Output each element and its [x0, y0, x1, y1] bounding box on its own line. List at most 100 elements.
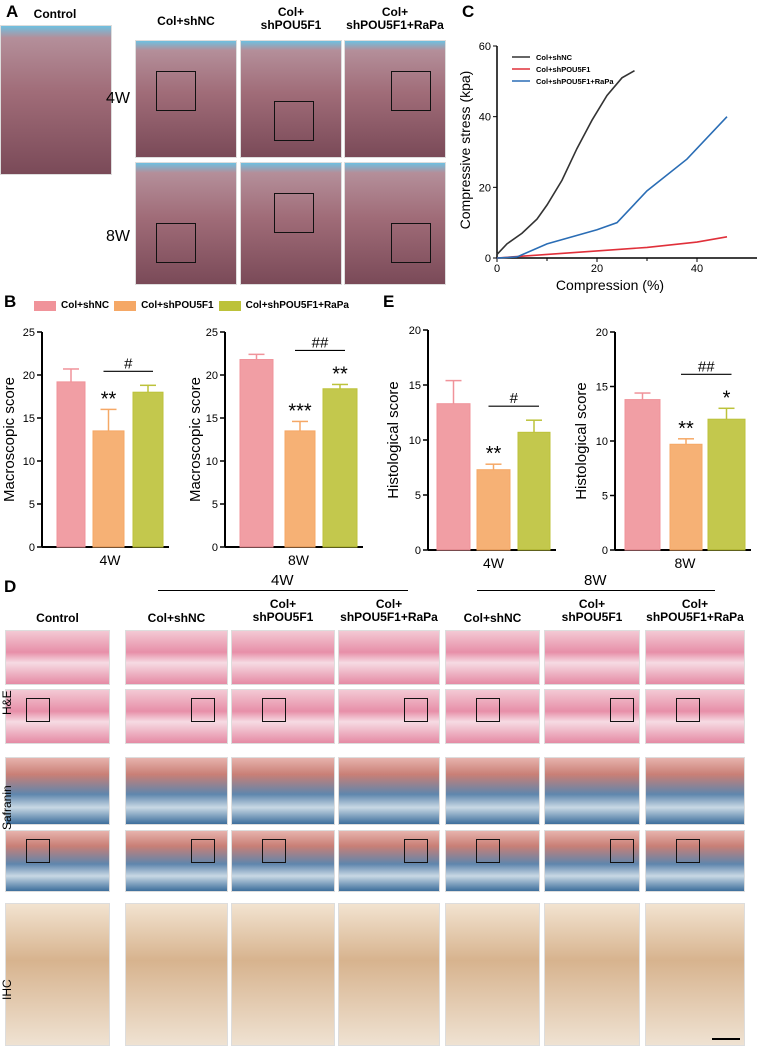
macroscopic-photo — [344, 162, 446, 285]
legend-swatch-rapa — [218, 300, 241, 311]
significance-stars: ** — [101, 388, 117, 410]
macroscopic-photo — [240, 162, 342, 285]
y-tick-label: 0 — [212, 542, 218, 554]
stain-label: H&E — [0, 690, 14, 715]
significance-stars: ** — [332, 363, 348, 385]
roi-box — [156, 71, 196, 111]
roi-box — [262, 839, 286, 863]
y-axis-label: Histological score — [385, 381, 402, 499]
histology-image — [5, 903, 110, 1046]
y-tick-label: 0 — [602, 545, 608, 557]
time-divider — [477, 590, 715, 591]
panel-label-a: A — [6, 2, 19, 21]
histology-image — [645, 630, 745, 685]
macroscopic-photo — [135, 162, 237, 285]
bracket-label: ## — [698, 358, 715, 375]
group-header: Col+shNC — [157, 14, 215, 28]
histology-image — [125, 689, 228, 744]
histology-image — [125, 630, 228, 685]
x-axis-label: 4W — [483, 555, 505, 571]
x-axis-label: 8W — [288, 552, 310, 568]
stain-label: IHC — [0, 979, 14, 1000]
y-tick-label: 5 — [415, 490, 421, 502]
panel-label-e: E — [383, 292, 395, 311]
bar — [284, 430, 316, 548]
y-tick-label: 20 — [206, 370, 218, 382]
y-tick-label: 10 — [409, 435, 421, 447]
y-tick-label: 25 — [23, 327, 35, 339]
legend-swatch-shnc — [34, 300, 56, 311]
y-tick-label: 40 — [479, 112, 491, 124]
y-tick-label: 60 — [479, 41, 491, 53]
roi-box — [26, 839, 50, 863]
x-tick-label: 20 — [591, 263, 603, 275]
significance-stars: ** — [678, 418, 694, 440]
x-tick-label: 40 — [691, 263, 703, 275]
y-tick-label: 15 — [206, 413, 218, 425]
y-tick-label: 10 — [206, 456, 218, 468]
legend-label: Col+shPOU5F1 — [536, 65, 590, 74]
roi-box — [191, 698, 215, 722]
histology-image — [338, 630, 440, 685]
histology-image — [338, 689, 440, 744]
histology-image — [445, 630, 540, 685]
roi-box — [391, 223, 431, 263]
histology-image — [445, 903, 540, 1046]
bracket-label: ## — [312, 334, 329, 351]
roi-box — [404, 698, 428, 722]
charts-layer: 0 20 40 60 0 20 40 Compression (%) Compressive s… — [1, 41, 757, 571]
bar — [624, 399, 661, 551]
control-photo — [0, 25, 112, 175]
panel-label-c: C — [462, 2, 475, 21]
bar — [669, 443, 703, 551]
column-header: Control — [36, 611, 79, 625]
time-divider — [158, 590, 408, 591]
bar — [92, 430, 125, 548]
y-tick-label: 25 — [206, 327, 218, 339]
histology-image — [125, 830, 228, 892]
histology-image — [544, 903, 640, 1046]
histology-image — [5, 689, 110, 744]
row-label-8w: 8W — [106, 228, 130, 245]
bar — [132, 391, 164, 548]
legend-label: Col+shNC — [61, 300, 110, 311]
x-tick-label: 0 — [494, 263, 500, 275]
y-axis-label: Histological score — [573, 382, 590, 500]
histology-image — [544, 830, 640, 892]
bar — [436, 403, 471, 551]
histology-image — [125, 757, 228, 825]
bar — [322, 388, 358, 548]
y-tick-label: 20 — [23, 370, 35, 382]
y-tick-label: 0 — [29, 542, 35, 554]
bar — [56, 381, 86, 548]
significance-stars: ** — [486, 443, 502, 465]
series-line — [496, 236, 728, 259]
roi-box — [156, 223, 196, 263]
legend-label: Col+shPOU5F1 — [141, 300, 214, 311]
histology-image — [445, 830, 540, 892]
y-tick-label: 0 — [485, 253, 491, 265]
y-tick-label: 10 — [23, 456, 35, 468]
legend-swatch-shpou5f1 — [114, 300, 137, 311]
y-axis-label: Compressive stress (kpa) — [457, 71, 473, 230]
y-tick-label: 15 — [409, 380, 421, 392]
histology-image — [338, 757, 440, 825]
significance-stars: *** — [288, 400, 312, 422]
y-tick-label: 20 — [479, 182, 491, 194]
legend-label: Col+shNC — [536, 53, 573, 62]
macroscopic-photo — [344, 40, 446, 158]
roi-box — [476, 839, 500, 863]
histology-image — [231, 689, 335, 744]
legend: Col+shNC Col+shPOU5F1 Col+shPOU5F1+RaPa — [34, 300, 349, 311]
y-tick-label: 15 — [596, 382, 608, 394]
histology-image — [338, 830, 440, 892]
bar — [239, 359, 274, 548]
roi-box — [404, 839, 428, 863]
histology-image — [645, 903, 745, 1046]
legend-label: Col+shPOU5F1+RaPa — [536, 77, 614, 86]
roi-box — [191, 839, 215, 863]
roi-box — [676, 698, 700, 722]
histology-image — [645, 689, 745, 744]
scale-bar — [712, 1038, 740, 1040]
column-header: Col+ shPOU5F1+RaPa — [340, 597, 438, 624]
